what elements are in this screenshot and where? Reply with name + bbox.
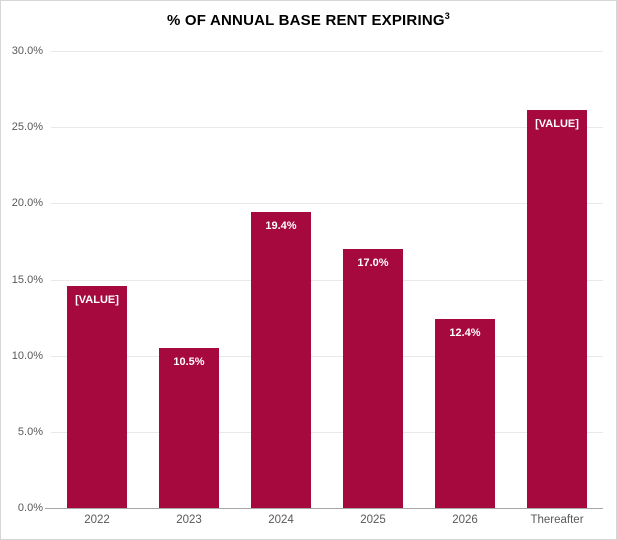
x-axis-baseline bbox=[45, 508, 603, 509]
bar-2025: 17.0% bbox=[343, 249, 403, 508]
y-tick-label: 10.0% bbox=[11, 349, 43, 362]
bar-value-label-2026: 12.4% bbox=[449, 327, 481, 340]
y-tick-label: 25.0% bbox=[11, 121, 43, 134]
bar-slot-thereafter: [VALUE] bbox=[511, 51, 603, 508]
chart-title: % OF ANNUAL BASE RENT EXPIRING3 bbox=[1, 11, 616, 29]
bar-2024: 19.4% bbox=[251, 212, 311, 508]
x-tick-label-thereafter: Thereafter bbox=[530, 514, 584, 526]
bar-value-label-2023: 10.5% bbox=[173, 356, 205, 369]
bar-slot-2023: 10.5% bbox=[143, 51, 235, 508]
x-tick-label-2026: 2026 bbox=[452, 514, 478, 526]
gridline bbox=[51, 355, 603, 357]
bar-slot-2022: [VALUE] bbox=[51, 51, 143, 508]
bar-value-label-2022: [VALUE] bbox=[75, 293, 119, 306]
gridline bbox=[51, 127, 603, 129]
bar-slot-2025: 17.0% bbox=[327, 51, 419, 508]
x-axis-labels: 2022 2023 2024 2025 2026 Thereafter bbox=[51, 514, 603, 526]
x-tick-label-2023: 2023 bbox=[176, 514, 202, 526]
bar-slot-2024: 19.4% bbox=[235, 51, 327, 508]
x-tick-label-2022: 2022 bbox=[84, 514, 110, 526]
chart-title-text: % OF ANNUAL BASE RENT EXPIRING bbox=[167, 12, 445, 29]
bar-thereafter: [VALUE] bbox=[527, 110, 587, 508]
bar-2022: [VALUE] bbox=[67, 285, 127, 508]
y-tick-label: 20.0% bbox=[11, 197, 43, 210]
bars-row: [VALUE] 10.5% 19.4% 17.0% 12.4% [VALUE] bbox=[51, 51, 603, 508]
gridline bbox=[51, 431, 603, 433]
plot-area: [VALUE] 10.5% 19.4% 17.0% 12.4% [VALUE] bbox=[45, 51, 603, 509]
chart-title-footnote-superscript: 3 bbox=[444, 11, 450, 21]
bar-2026: 12.4% bbox=[435, 319, 495, 508]
bar-value-label-2024: 19.4% bbox=[265, 220, 297, 233]
x-tick-label-2024: 2024 bbox=[268, 514, 294, 526]
gridline bbox=[51, 203, 603, 205]
bar-value-label-2025: 17.0% bbox=[357, 257, 389, 270]
gridline bbox=[51, 279, 603, 281]
gridline bbox=[51, 51, 603, 52]
bar-slot-2026: 12.4% bbox=[419, 51, 511, 508]
y-tick-label: 15.0% bbox=[11, 273, 43, 286]
y-tick-label: 0.0% bbox=[17, 502, 43, 514]
bar-value-label-thereafter: [VALUE] bbox=[535, 118, 579, 131]
y-tick-label: 30.0% bbox=[11, 45, 43, 57]
bar-2023: 10.5% bbox=[159, 348, 219, 508]
x-tick-label-2025: 2025 bbox=[360, 514, 386, 526]
y-tick-label: 5.0% bbox=[17, 425, 43, 438]
